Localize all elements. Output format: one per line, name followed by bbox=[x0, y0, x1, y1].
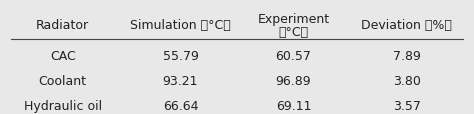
Text: 96.89: 96.89 bbox=[276, 75, 311, 88]
Text: （°C）: （°C） bbox=[279, 26, 309, 38]
Text: 7.89: 7.89 bbox=[392, 49, 420, 62]
Text: Coolant: Coolant bbox=[39, 75, 87, 88]
Text: Radiator: Radiator bbox=[36, 19, 89, 32]
Text: 3.57: 3.57 bbox=[392, 99, 420, 112]
Text: Simulation （°C）: Simulation （°C） bbox=[130, 19, 231, 32]
Text: Deviation （%）: Deviation （%） bbox=[361, 19, 452, 32]
Text: 3.80: 3.80 bbox=[392, 75, 420, 88]
Text: Experiment: Experiment bbox=[257, 12, 329, 25]
Text: 55.79: 55.79 bbox=[163, 49, 199, 62]
Text: 93.21: 93.21 bbox=[163, 75, 198, 88]
Text: 60.57: 60.57 bbox=[275, 49, 311, 62]
Text: Hydraulic oil: Hydraulic oil bbox=[24, 99, 102, 112]
Text: 69.11: 69.11 bbox=[276, 99, 311, 112]
Text: 66.64: 66.64 bbox=[163, 99, 198, 112]
Text: CAC: CAC bbox=[50, 49, 75, 62]
